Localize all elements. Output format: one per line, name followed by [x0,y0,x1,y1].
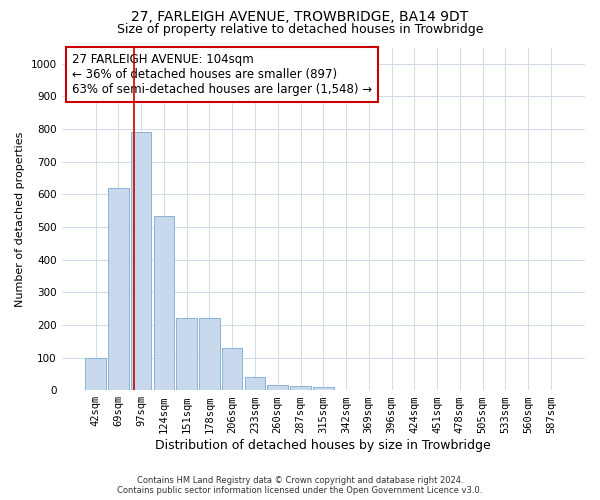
Bar [268,384,288,390]
Text: Contains HM Land Registry data © Crown copyright and database right 2024.
Contai: Contains HM Land Registry data © Crown c… [118,476,482,495]
X-axis label: Distribution of detached houses by size in Trowbridge: Distribution of detached houses by size … [155,440,491,452]
Text: 27 FARLEIGH AVENUE: 104sqm
← 36% of detached houses are smaller (897)
63% of sem: 27 FARLEIGH AVENUE: 104sqm ← 36% of deta… [72,52,372,96]
Bar [290,386,311,390]
Bar [313,387,334,390]
Bar [176,318,197,390]
Bar [245,377,265,390]
Bar [131,132,151,390]
Text: 27, FARLEIGH AVENUE, TROWBRIDGE, BA14 9DT: 27, FARLEIGH AVENUE, TROWBRIDGE, BA14 9D… [131,10,469,24]
Bar [222,348,242,390]
Y-axis label: Number of detached properties: Number of detached properties [15,131,25,306]
Bar [85,358,106,390]
Bar [154,216,174,390]
Text: Size of property relative to detached houses in Trowbridge: Size of property relative to detached ho… [117,22,483,36]
Bar [199,318,220,390]
Bar [108,188,128,390]
